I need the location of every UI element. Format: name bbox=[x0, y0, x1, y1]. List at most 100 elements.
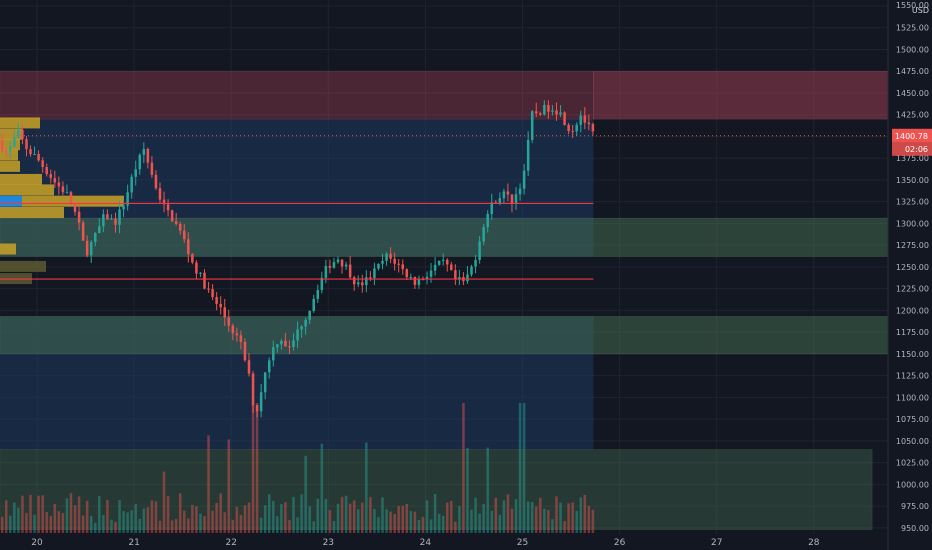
volume-bar bbox=[587, 505, 591, 533]
volume-bar bbox=[421, 516, 425, 533]
candle-body bbox=[304, 319, 307, 327]
price-tick-label: 1150.00 bbox=[896, 350, 929, 359]
candle-body bbox=[332, 262, 336, 268]
candle-body bbox=[21, 129, 24, 140]
candle-body bbox=[563, 112, 566, 125]
volume-bar bbox=[17, 507, 20, 533]
zone-volume-box bbox=[0, 449, 873, 530]
volume-bar bbox=[348, 503, 352, 533]
candle-body bbox=[231, 325, 235, 334]
volume-bar bbox=[247, 502, 251, 533]
price-axis[interactable]: USD bbox=[887, 0, 932, 550]
volume-bar bbox=[417, 520, 421, 533]
candle-body bbox=[579, 115, 583, 125]
volume-bar bbox=[73, 505, 77, 533]
volume-bar bbox=[219, 493, 222, 533]
candle-body bbox=[510, 194, 514, 204]
time-tick-label: 21 bbox=[128, 538, 139, 548]
candle-body bbox=[470, 266, 473, 275]
volume-bar bbox=[498, 514, 502, 533]
candle-body bbox=[191, 254, 194, 263]
candle-body bbox=[126, 192, 129, 206]
candle-body bbox=[555, 110, 558, 115]
candle-body bbox=[45, 166, 48, 175]
volume-bar bbox=[425, 500, 429, 533]
candle-body bbox=[53, 178, 57, 183]
candle-body bbox=[324, 265, 328, 278]
volume-bar bbox=[296, 517, 299, 533]
candlesticks bbox=[0, 100, 595, 418]
candle-body bbox=[4, 150, 8, 152]
time-axis[interactable]: 20 21 22 23 24 25 26 27 28 bbox=[31, 538, 820, 548]
time-tick-label: 27 bbox=[711, 538, 722, 548]
candle-body bbox=[49, 174, 53, 179]
candle-body bbox=[292, 340, 295, 347]
candle-body bbox=[490, 202, 494, 214]
time-tick-label: 26 bbox=[614, 538, 626, 548]
volume-bar bbox=[381, 497, 384, 533]
volume-profile-bar bbox=[0, 128, 22, 140]
candle-body bbox=[571, 131, 574, 133]
volume-bar bbox=[29, 494, 32, 533]
candle-body bbox=[348, 264, 352, 278]
volume-bar bbox=[551, 519, 554, 533]
candle-body bbox=[405, 269, 409, 278]
countdown-label: 02:06 bbox=[905, 145, 928, 154]
volume-profile-bar bbox=[0, 243, 16, 255]
time-tick-label: 22 bbox=[225, 538, 236, 548]
volume-bar bbox=[332, 521, 336, 533]
candle-body bbox=[377, 263, 380, 269]
volume-bar bbox=[284, 502, 287, 533]
volume-bar bbox=[514, 499, 518, 533]
volume-profile-bar bbox=[0, 149, 18, 161]
volume-profile-bar bbox=[0, 206, 64, 218]
candle-body bbox=[251, 373, 255, 406]
candle-body bbox=[227, 317, 231, 326]
candle-body bbox=[445, 259, 449, 265]
volume-bar bbox=[126, 512, 129, 533]
candle-body bbox=[409, 276, 413, 278]
volume-bar bbox=[559, 502, 562, 533]
volume-bar bbox=[308, 506, 311, 533]
volume-bar bbox=[203, 515, 206, 533]
volume-bar bbox=[243, 505, 247, 533]
candle-body bbox=[466, 274, 469, 282]
candle-body bbox=[199, 272, 202, 274]
volume-bar bbox=[344, 495, 348, 533]
volume-bar bbox=[304, 455, 307, 533]
volume-bar bbox=[458, 505, 461, 533]
volume-bar bbox=[81, 515, 85, 533]
candle-body bbox=[478, 241, 481, 260]
candle-body bbox=[235, 333, 239, 336]
candle-body bbox=[361, 282, 364, 286]
candle-body bbox=[300, 326, 303, 330]
volume-bar bbox=[37, 495, 40, 533]
candle-body bbox=[365, 277, 368, 286]
candle-body bbox=[401, 264, 404, 270]
candle-body bbox=[369, 277, 372, 279]
volume-bar bbox=[21, 495, 24, 533]
price-tick-label: 1375.00 bbox=[896, 154, 929, 163]
volume-bar bbox=[183, 510, 186, 533]
volume-bar bbox=[0, 516, 4, 533]
candle-body bbox=[142, 149, 146, 155]
candle-body bbox=[502, 191, 506, 199]
candle-body bbox=[195, 262, 198, 274]
candle-body bbox=[498, 198, 502, 204]
candle-body bbox=[9, 146, 12, 152]
volume-bar bbox=[178, 493, 182, 533]
volume-bar bbox=[89, 515, 93, 533]
candle-body bbox=[166, 204, 170, 211]
volume-bar bbox=[170, 520, 174, 533]
candle-body bbox=[575, 124, 578, 132]
candle-body bbox=[437, 260, 441, 265]
volume-bar bbox=[174, 518, 178, 533]
volume-bar bbox=[239, 514, 243, 533]
candle-body bbox=[110, 218, 113, 220]
price-tick-label: 1275.00 bbox=[896, 241, 929, 250]
volume-bar bbox=[9, 515, 12, 533]
volume-bar bbox=[154, 501, 158, 533]
candle-body bbox=[352, 277, 356, 285]
candle-body bbox=[543, 104, 546, 115]
